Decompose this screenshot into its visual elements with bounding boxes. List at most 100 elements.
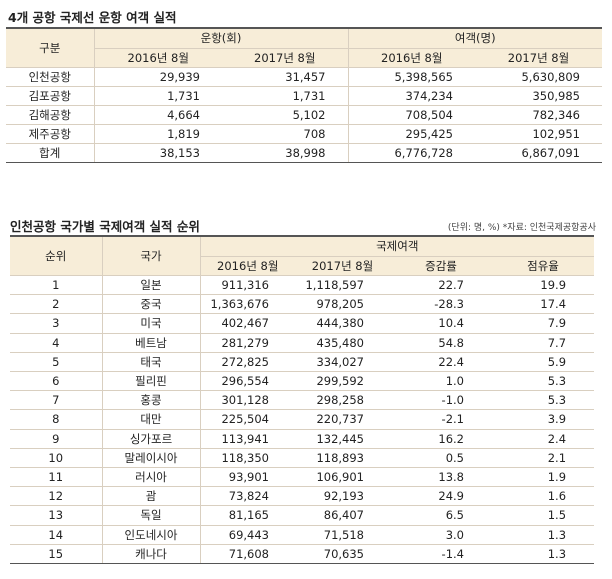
flights-2016: 1,731	[93, 86, 222, 106]
country: 미국	[101, 313, 200, 334]
header-passengers-2016: 2016년 8월	[347, 48, 475, 68]
country: 싱가포르	[101, 429, 200, 449]
value-2017: 86,407	[295, 505, 390, 526]
table-row-total: 합계 38,153 38,998 6,776,728 6,867,091	[6, 143, 602, 163]
country: 일본	[101, 275, 200, 296]
value-2017: 444,380	[295, 313, 390, 334]
value-2017: 92,193	[295, 486, 390, 507]
table-row: 김해공항 4,664 5,102 708,504 782,346	[6, 105, 602, 125]
table-row: 9 싱가포르 113,941 132,445 16.2 2.4	[10, 429, 595, 449]
airport-name: 합계	[6, 143, 94, 163]
passengers-2016: 708,504	[347, 105, 475, 125]
country: 필리핀	[101, 371, 200, 392]
share: 1.9	[492, 467, 595, 488]
rank: 3	[10, 313, 102, 334]
change-rate: 6.5	[390, 505, 492, 526]
airport-name: 김해공항	[6, 105, 94, 125]
flights-2016: 1,819	[93, 124, 222, 144]
share: 2.1	[492, 448, 595, 469]
value-2016: 296,554	[199, 371, 295, 392]
table-row: 13 독일 81,165 86,407 6.5 1.5	[10, 505, 595, 526]
country: 대만	[101, 409, 200, 430]
value-2016: 281,279	[199, 333, 295, 353]
share: 5.3	[492, 390, 595, 411]
change-rate: 54.8	[390, 333, 492, 353]
table-row: 12 괌 73,824 92,193 24.9 1.6	[10, 486, 595, 507]
table-row: 5 태국 272,825 334,027 22.4 5.9	[10, 352, 595, 373]
share: 1.3	[492, 544, 595, 565]
rank: 1	[10, 275, 102, 296]
country: 괌	[101, 486, 200, 507]
rank: 11	[10, 467, 102, 488]
share: 19.9	[492, 275, 595, 296]
header-country: 국가	[101, 235, 200, 276]
table-row: 2 중국 1,363,676 978,205 -28.3 17.4	[10, 294, 595, 315]
change-rate: 1.0	[390, 371, 492, 392]
header-flights: 운항(회)	[93, 27, 348, 49]
change-rate: 10.4	[390, 313, 492, 334]
value-2017: 220,737	[295, 409, 390, 430]
value-2017: 978,205	[295, 294, 390, 315]
header-2017: 2017년 8월	[295, 256, 390, 276]
passengers-2017: 6,867,091	[475, 143, 602, 163]
rank: 15	[10, 544, 102, 565]
header-passengers: 여객(명)	[347, 27, 602, 49]
table-row: 4 베트남 281,279 435,480 54.8 7.7	[10, 333, 595, 353]
rank: 9	[10, 429, 102, 449]
country-ranking-table: 순위 국가 국제여객 2016년 8월 2017년 8월 증감률 점유율 1 일본…	[10, 235, 595, 565]
country: 인도네시아	[101, 525, 200, 545]
change-rate: 24.9	[390, 486, 492, 507]
share: 1.3	[492, 525, 595, 545]
header-share: 점유율	[492, 256, 595, 276]
rank: 13	[10, 505, 102, 526]
rank: 6	[10, 371, 102, 392]
value-2016: 69,443	[199, 525, 295, 545]
header-flights-2017: 2017년 8월	[222, 48, 348, 68]
change-rate: -28.3	[390, 294, 492, 315]
table-row: 3 미국 402,467 444,380 10.4 7.9	[10, 313, 595, 334]
passengers-2017: 350,985	[475, 86, 602, 106]
flights-2017: 708	[222, 124, 348, 144]
change-rate: 22.7	[390, 275, 492, 296]
change-rate: 22.4	[390, 352, 492, 373]
value-2017: 299,592	[295, 371, 390, 392]
flights-2016: 29,939	[93, 67, 222, 87]
unit-source-note: (단위: 명, %) *자료: 인천국제공항공사	[447, 223, 596, 233]
share: 5.9	[492, 352, 595, 373]
airport-name: 제주공항	[6, 124, 94, 144]
value-2017: 334,027	[295, 352, 390, 373]
table-row: 8 대만 225,504 220,737 -2.1 3.9	[10, 409, 595, 430]
country: 홍콩	[101, 390, 200, 411]
country: 태국	[101, 352, 200, 373]
rank: 12	[10, 486, 102, 507]
passengers-2016: 6,776,728	[347, 143, 475, 163]
table-row: 7 홍콩 301,128 298,258 -1.0 5.3	[10, 390, 595, 411]
change-rate: -2.1	[390, 409, 492, 430]
share: 7.9	[492, 313, 595, 334]
flights-2017: 1,731	[222, 86, 348, 106]
value-2016: 81,165	[199, 505, 295, 526]
country: 독일	[101, 505, 200, 526]
share: 3.9	[492, 409, 595, 430]
share: 2.4	[492, 429, 595, 449]
value-2016: 73,824	[199, 486, 295, 507]
change-rate: 16.2	[390, 429, 492, 449]
section2-title: 인천공항 국가별 국제여객 실적 순위	[10, 219, 200, 234]
flights-2016: 38,153	[93, 143, 222, 163]
table-row: 15 캐나다 71,608 70,635 -1.4 1.3	[10, 544, 595, 565]
flights-2016: 4,664	[93, 105, 222, 125]
rank: 5	[10, 352, 102, 373]
value-2016: 118,350	[199, 448, 295, 469]
flights-2017: 31,457	[222, 67, 348, 87]
airport-flights-table: 구분 운항(회) 여객(명) 2016년 8월 2017년 8월 2016년 8…	[6, 27, 602, 163]
value-2016: 301,128	[199, 390, 295, 411]
rank: 10	[10, 448, 102, 469]
table-row: 14 인도네시아 69,443 71,518 3.0 1.3	[10, 525, 595, 545]
airport-name: 인천공항	[6, 67, 94, 87]
change-rate: -1.0	[390, 390, 492, 411]
value-2016: 272,825	[199, 352, 295, 373]
table-row: 11 러시아 93,901 106,901 13.8 1.9	[10, 467, 595, 488]
value-2017: 435,480	[295, 333, 390, 353]
rank: 4	[10, 333, 102, 353]
table-row: 10 말레이시아 118,350 118,893 0.5 2.1	[10, 448, 595, 469]
